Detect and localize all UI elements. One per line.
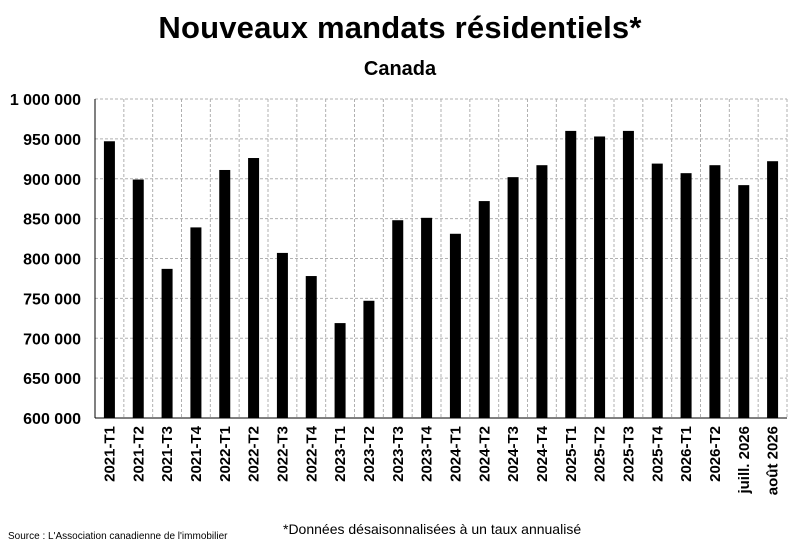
bar [767, 161, 779, 418]
bar [507, 177, 519, 418]
x-tick-label: 2021-T3 [159, 426, 176, 482]
chart-title: Nouveaux mandats résidentiels* [158, 10, 642, 45]
x-tick-label: 2024-T1 [447, 426, 464, 482]
bar [103, 141, 115, 418]
x-tick-label: 2025-T2 [592, 426, 609, 482]
source-note: Source : L'Association canadienne de l'i… [8, 531, 228, 542]
bar [334, 323, 346, 418]
bar [392, 220, 404, 418]
bar [651, 163, 663, 418]
y-tick-label: 800 000 [23, 252, 81, 269]
x-tick-label: 2025-T1 [563, 426, 580, 482]
x-tick-label: 2022-T2 [246, 426, 263, 482]
bar [161, 268, 173, 418]
x-tick-label: 2022-T3 [274, 426, 291, 482]
x-tick-label: 2026-T2 [707, 426, 724, 482]
x-tick-label: 2025-T4 [649, 425, 666, 482]
footnote: *Données désaisonnalisées à un taux annu… [283, 521, 582, 537]
x-tick-label: 2023-T4 [419, 425, 436, 482]
x-tick-label: 2023-T1 [332, 426, 349, 482]
bar [363, 300, 375, 418]
bar [709, 165, 721, 418]
y-tick-label: 850 000 [23, 212, 81, 229]
x-tick-label: 2022-T4 [303, 425, 320, 482]
x-tick-label: 2024-T3 [505, 426, 522, 482]
x-tick-label: 2026-T1 [678, 426, 695, 482]
y-tick-label: 600 000 [23, 411, 81, 428]
y-tick-label: 750 000 [23, 291, 81, 308]
chart-subtitle: Canada [363, 58, 437, 80]
x-tick-label: juill. 2026 [736, 426, 753, 495]
bar [248, 158, 260, 418]
y-tick-label: 1 000 000 [10, 92, 81, 109]
bar [305, 276, 317, 418]
y-tick-label: 900 000 [23, 172, 81, 189]
y-tick-label: 950 000 [23, 132, 81, 149]
x-tick-label: 2022-T1 [217, 426, 234, 482]
x-tick-label: 2023-T3 [390, 426, 407, 482]
x-tick-label: 2021-T2 [130, 426, 147, 482]
bar [449, 233, 461, 418]
y-tick-label: 650 000 [23, 371, 81, 388]
bar [190, 227, 202, 418]
bar [276, 252, 288, 418]
bar [219, 169, 231, 418]
x-tick-label: 2021-T4 [188, 425, 205, 482]
bar [622, 130, 634, 418]
x-tick-label: 2021-T1 [101, 426, 118, 482]
bar [478, 201, 490, 418]
bar [536, 165, 548, 418]
bar [132, 179, 144, 418]
x-tick-label: 2025-T3 [620, 426, 637, 482]
x-tick-label: août 2026 [765, 426, 782, 495]
bar [565, 130, 577, 418]
x-tick-label: 2023-T2 [361, 426, 378, 482]
x-tick-label: 2024-T2 [476, 426, 493, 482]
bar [680, 173, 692, 418]
y-tick-label: 700 000 [23, 331, 81, 348]
bar [738, 185, 750, 418]
x-tick-label: 2024-T4 [534, 425, 551, 482]
bar [421, 217, 433, 418]
bar [594, 136, 606, 419]
